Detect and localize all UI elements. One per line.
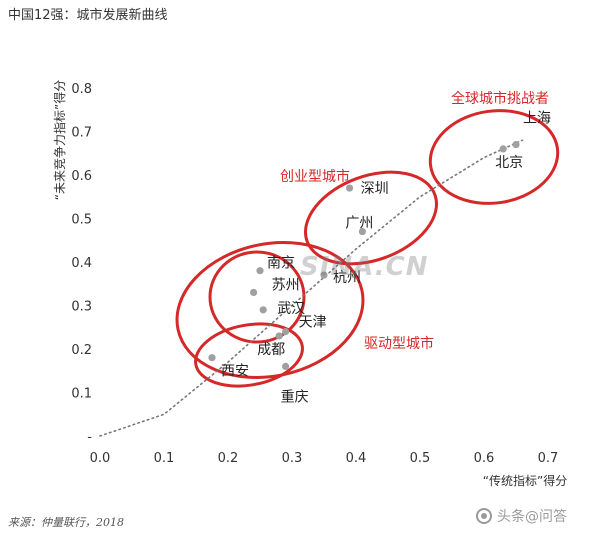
x-tick-label: 0.6 xyxy=(474,451,495,466)
point-label: 武汉 xyxy=(277,301,305,317)
point-label: 深圳 xyxy=(361,181,389,197)
y-tick-label: 0.7 xyxy=(71,126,92,141)
point-label: 成都 xyxy=(257,342,285,358)
y-tick-label: 0.5 xyxy=(71,213,92,228)
data-point xyxy=(208,354,216,362)
group-label: 全球城市挑战者 xyxy=(451,90,549,107)
point-label: 重庆 xyxy=(281,389,309,405)
y-tick-label: - xyxy=(87,430,92,445)
data-point xyxy=(512,140,520,149)
data-point xyxy=(282,362,290,370)
point-label: 南京 xyxy=(267,256,295,272)
point-label: 天津 xyxy=(299,315,327,331)
data-point xyxy=(282,328,290,336)
point-label: 北京 xyxy=(495,155,523,171)
chart-title: 中国12强：城市发展新曲线 xyxy=(8,8,168,23)
data-point xyxy=(250,288,258,297)
x-tick-label: 0.4 xyxy=(346,451,367,466)
point-label: 杭州 xyxy=(333,270,361,286)
source-note: 来源：仲量联行，2018 xyxy=(8,516,124,529)
x-tick-label: 0.5 xyxy=(410,451,431,466)
x-tick-label: 0.7 xyxy=(538,451,559,466)
ellipse-startup-cities xyxy=(304,170,438,266)
data-points xyxy=(208,140,520,370)
y-tick-label: 0.8 xyxy=(71,82,92,97)
watermark: 头条@问答 xyxy=(476,506,567,526)
y-tick-label: 0.2 xyxy=(71,343,92,358)
group-label: 创业型城市 xyxy=(280,168,350,185)
data-point xyxy=(256,267,264,275)
group-label: 驱动型城市 xyxy=(364,335,434,352)
x-axis-label: “传统指标”得分 xyxy=(483,473,567,488)
data-point xyxy=(358,227,366,236)
point-label: 西安 xyxy=(221,364,249,380)
x-tick-label: 0.2 xyxy=(218,451,239,466)
point-label: 广州 xyxy=(345,216,373,232)
y-axis-label: “未来竞争力指标”得分 xyxy=(52,80,67,200)
x-tick-label: 0.3 xyxy=(282,451,303,466)
y-tick-label: 0.3 xyxy=(71,300,92,315)
data-point xyxy=(275,332,283,340)
data-point xyxy=(259,306,267,314)
ellipse-inner-upper xyxy=(208,250,306,344)
trend-curve xyxy=(99,139,524,437)
x-tick-label: 0.0 xyxy=(90,451,111,466)
watermark-text: 头条@问答 xyxy=(497,509,567,525)
chat-bubble-icon xyxy=(476,508,492,524)
x-tick-label: 0.1 xyxy=(154,451,175,466)
ellipse-global-challengers xyxy=(428,109,560,205)
ellipse-inner-lower xyxy=(194,322,304,388)
y-tick-label: 0.1 xyxy=(71,387,92,402)
y-tick-label: 0.6 xyxy=(71,169,92,184)
data-point xyxy=(320,271,328,279)
y-tick-label: 0.4 xyxy=(71,256,92,271)
data-point xyxy=(499,145,507,153)
point-label: 上海 xyxy=(523,111,551,127)
axes: 0.0 0.1 0.2 0.3 0.4 0.5 0.6 0.7 - 0.1 0.2 0.3 0.4 0.5… xyxy=(52,80,567,488)
embedded-watermark: SINA.CN xyxy=(300,252,429,282)
point-label: 苏州 xyxy=(272,277,300,293)
data-point xyxy=(346,184,354,192)
group-ellipses xyxy=(175,109,560,388)
